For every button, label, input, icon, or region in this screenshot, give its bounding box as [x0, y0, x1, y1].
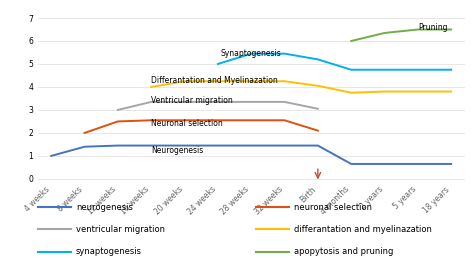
- Text: Synaptogenesis: Synaptogenesis: [221, 49, 282, 58]
- Text: Ventricular migration: Ventricular migration: [151, 96, 233, 105]
- Text: neurogenesis: neurogenesis: [76, 203, 133, 212]
- Text: apopytosis and pruning: apopytosis and pruning: [294, 247, 393, 256]
- Text: synaptogenesis: synaptogenesis: [76, 247, 142, 256]
- Text: Differantation and Myelinazation: Differantation and Myelinazation: [151, 76, 278, 85]
- Text: ventricular migration: ventricular migration: [76, 225, 165, 234]
- Text: neuronal selection: neuronal selection: [294, 203, 372, 212]
- Text: differantation and myelinazation: differantation and myelinazation: [294, 225, 432, 234]
- Text: Neuronal selection: Neuronal selection: [151, 119, 223, 128]
- Text: Pruning: Pruning: [418, 23, 447, 32]
- Text: Neurogenesis: Neurogenesis: [151, 146, 203, 155]
